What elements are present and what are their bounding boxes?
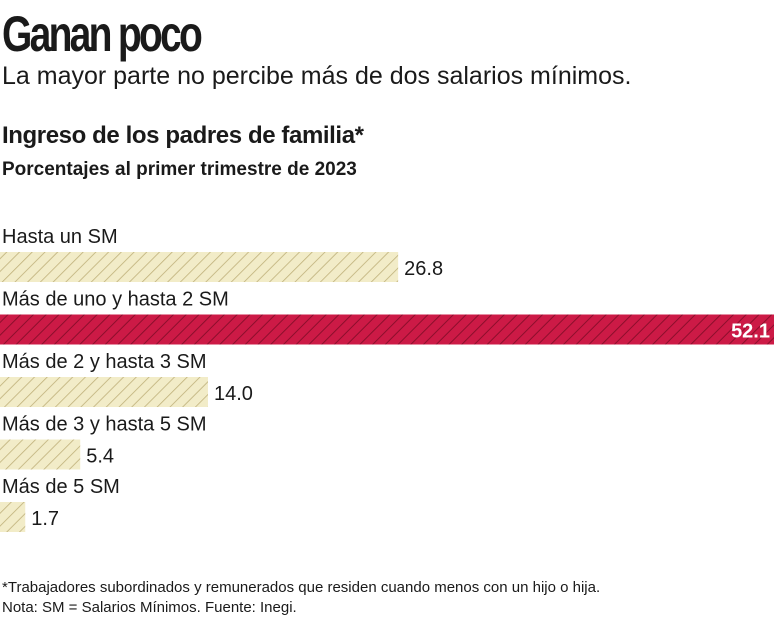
category-label: Más de 5 SM: [2, 476, 120, 498]
bar: [0, 252, 399, 282]
chart-title: Ingreso de los padres de familia*: [2, 122, 364, 149]
subheadline: La mayor parte no percibe más de dos sal…: [2, 62, 632, 90]
footnotes: *Trabajadores subordinados y remunerados…: [2, 578, 600, 618]
value-label: 5.4: [86, 446, 114, 468]
value-label: 52.1: [731, 321, 770, 343]
headline: Ganan poco: [2, 6, 203, 62]
value-label: 26.8: [404, 258, 443, 280]
bar: [0, 439, 81, 470]
category-label: Más de uno y hasta 2 SM: [2, 289, 229, 311]
category-label: Hasta un SM: [2, 226, 118, 248]
bar-highlight: [0, 314, 774, 345]
value-label: 1.7: [31, 508, 59, 530]
bar: [0, 377, 208, 407]
value-label: 14.0: [214, 383, 253, 405]
footnote-note: *Trabajadores subordinados y remunerados…: [2, 579, 601, 596]
category-label: Más de 3 y hasta 5 SM: [2, 414, 207, 436]
footnote-source: Nota: SM = Salarios Mínimos. Fuente: Ine…: [2, 599, 297, 616]
bar-chart: Hasta un SM 26.8 Más de uno y hasta 2 SM 52…: [0, 226, 774, 532]
category-label: Más de 2 y hasta 3 SM: [2, 351, 207, 373]
chart-subtitle: Porcentajes al primer trimestre de 2023: [2, 159, 357, 180]
bar: [0, 502, 26, 532]
